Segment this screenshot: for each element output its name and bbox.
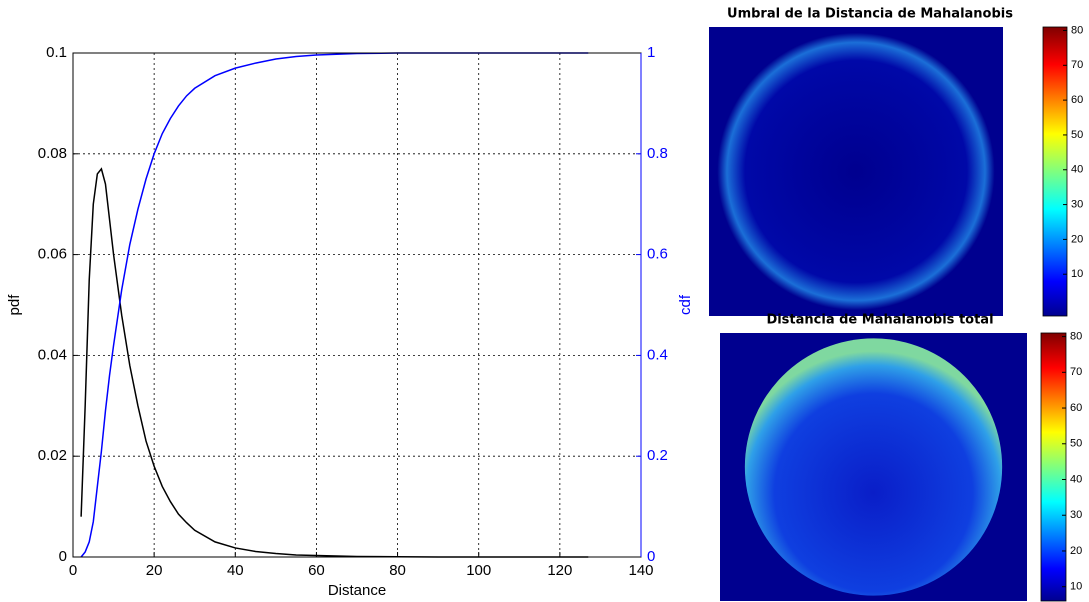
heatmap-title: Umbral de la Distancia de Mahalanobis: [727, 7, 1013, 22]
heatmap-title: Distancia de Mahalanobis total: [766, 313, 993, 328]
colorbar-tick-label: 20: [1070, 545, 1082, 557]
x-tick-label: 60: [308, 562, 325, 579]
colorbar-tick-label: 50: [1070, 438, 1082, 450]
plot-frame: [72, 52, 642, 558]
y-axis-label: pdf: [6, 294, 23, 316]
colorbar-tick-label: 30: [1070, 509, 1082, 521]
x-tick-label: 100: [466, 562, 491, 579]
series-line: [80, 167, 589, 558]
y2-tick-label: 0.6: [647, 246, 668, 263]
colorbar-tick-label: 70: [1070, 366, 1082, 378]
y2-tick-label: 0.8: [647, 145, 668, 162]
y2-tick-label: 0: [647, 548, 655, 565]
colorbar-tick-label: 80: [1070, 330, 1082, 342]
y-tick-label: 0.06: [38, 246, 67, 263]
y-tick-label: 0.04: [38, 346, 67, 363]
colorbar-tick-label: 80: [1071, 24, 1083, 36]
y-tick-label: 0.08: [38, 145, 67, 162]
y2-axis-label: cdf: [677, 294, 694, 315]
x-tick-label: 0: [69, 562, 77, 579]
heatmap-disk: [717, 32, 995, 311]
x-tick-label: 120: [547, 562, 572, 579]
y-tick-label: 0.1: [46, 44, 67, 61]
colorbar-tick-label: 10: [1070, 581, 1082, 593]
colorbar-tick-label: 50: [1071, 129, 1083, 141]
colorbar: [1042, 26, 1068, 317]
x-tick-label: 40: [227, 562, 244, 579]
y-tick-label: 0.02: [38, 447, 67, 464]
y2-tick-label: 0.2: [647, 447, 668, 464]
x-tick-label: 20: [146, 562, 163, 579]
heatmap-disk: [744, 338, 1003, 596]
colorbar-tick-label: 30: [1071, 198, 1083, 210]
colorbar-tick-label: 40: [1070, 473, 1082, 485]
series-line: [80, 52, 589, 558]
colorbar: [1040, 332, 1067, 602]
y-tick-label: 0: [59, 548, 67, 565]
colorbar-tick-label: 10: [1071, 268, 1083, 280]
y2-tick-label: 1: [647, 44, 655, 61]
colorbar-tick-label: 60: [1070, 402, 1082, 414]
colorbar-tick-label: 70: [1071, 59, 1083, 71]
x-tick-label: 80: [389, 562, 406, 579]
x-tick-label: 140: [628, 562, 653, 579]
colorbar-tick-label: 60: [1071, 94, 1083, 106]
x-axis-label: Distance: [328, 582, 386, 599]
colorbar-tick-label: 20: [1071, 233, 1083, 245]
y2-tick-label: 0.4: [647, 346, 668, 363]
colorbar-tick-label: 40: [1071, 164, 1083, 176]
